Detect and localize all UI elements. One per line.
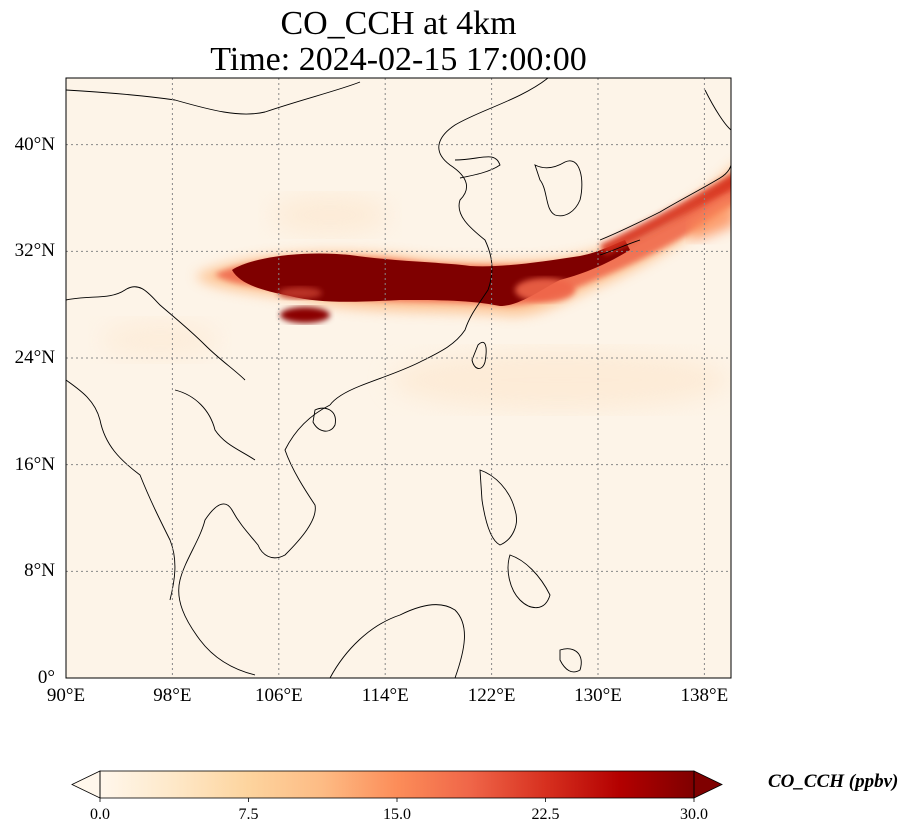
- lat-tick-label: 8°N: [24, 560, 55, 582]
- colorbar-tick-label: 7.5: [238, 806, 259, 823]
- lon-tick-label: 122°E: [467, 685, 516, 706]
- colorbar-gradient: [100, 771, 694, 798]
- colorbar-tick-label: 30.0: [680, 806, 708, 823]
- map-title-line2: Time: 2024-02-15 17:00:00: [210, 41, 587, 78]
- lon-tick-label: 138°E: [680, 685, 729, 706]
- colorbar-tick-label: 0.0: [90, 806, 110, 823]
- lon-tick-label: 130°E: [574, 685, 622, 706]
- lon-tick-label: 114°E: [361, 685, 409, 706]
- concentration-field: [100, 168, 731, 410]
- colorbar-extend-high: [693, 770, 723, 799]
- lat-tick-label: 16°N: [14, 453, 55, 475]
- gridlines: [66, 78, 731, 678]
- map-frame: [65, 77, 732, 679]
- colorbar-extend-low: [71, 770, 101, 799]
- lon-tick-label: 98°E: [153, 685, 192, 706]
- colorbar-tick-label: 22.5: [531, 806, 560, 823]
- lat-tick-label: 32°N: [14, 240, 55, 262]
- coastlines: [66, 78, 731, 678]
- lon-tick-label: 90°E: [46, 685, 86, 706]
- lon-tick-label: 106°E: [254, 685, 303, 706]
- lat-tick-label: 40°N: [14, 133, 55, 155]
- colorbar: [71, 770, 723, 802]
- colorbar-label: CO_CCH (ppbv): [768, 771, 899, 792]
- map-title-line1: CO_CCH at 4km: [280, 5, 517, 42]
- lat-tick-label: 0°: [37, 667, 55, 688]
- colorbar-tick-label: 15.0: [383, 806, 411, 823]
- plume-lobe: [280, 307, 330, 323]
- lat-tick-label: 24°N: [14, 347, 55, 368]
